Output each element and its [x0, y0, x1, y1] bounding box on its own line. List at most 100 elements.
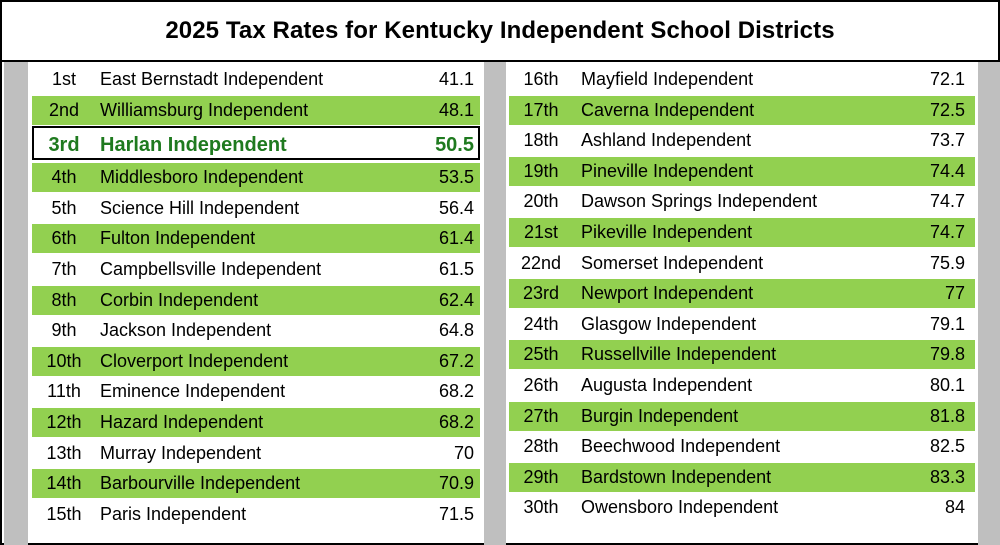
tax-rate-cell: 61.5 — [438, 258, 474, 279]
district-name-cell: Jackson Independent — [100, 320, 272, 341]
district-name-cell: Ashland Independent — [581, 130, 752, 151]
district-name-cell: Augusta Independent — [581, 374, 753, 395]
rank-cell: 16th — [523, 69, 559, 89]
rank-cell: 7th — [51, 258, 77, 279]
tax-rate-cell: 50.5 — [435, 134, 474, 157]
district-name-cell: Hazard Independent — [100, 411, 264, 432]
tax-rate-cell: 83.3 — [929, 466, 965, 487]
right-gutter — [978, 62, 1000, 545]
tax-rate-cell: 64.8 — [438, 320, 474, 341]
table-row: 2nd Williamsburg Independent 48.1 — [32, 95, 480, 125]
table-row: 15th Paris Independent 71.5 — [32, 500, 480, 529]
tax-rate-cell: 70 — [453, 442, 474, 463]
district-name-cell: Burgin Independent — [581, 405, 739, 426]
table-row: 30th Owensboro Independent 84 — [509, 493, 975, 522]
table-row: 16th Mayfield Independent 72.1 — [509, 65, 975, 94]
table-row: 21st Pikeville Independent 74.7 — [509, 217, 975, 247]
tax-rate-cell: 77 — [944, 283, 965, 304]
district-name-cell: Somerset Independent — [581, 252, 764, 273]
district-name-cell: Campbellsville Independent — [100, 258, 322, 279]
table-row: 20th Dawson Springs Independent 74.7 — [509, 187, 975, 216]
table-row: 9th Jackson Independent 64.8 — [32, 316, 480, 345]
rank-cell: 24th — [523, 313, 559, 334]
table-row: 27th Burgin Independent 81.8 — [509, 401, 975, 431]
district-name-cell: Mayfield Independent — [581, 69, 754, 89]
table-row: 17th Caverna Independent 72.5 — [509, 95, 975, 125]
tax-rate-cell: 71.5 — [438, 503, 474, 524]
table-row: 7th Campbellsville Independent 61.5 — [32, 255, 480, 284]
district-name-cell: Bardstown Independent — [581, 466, 772, 487]
rank-cell: 15th — [46, 503, 82, 524]
rank-cell: 26th — [523, 374, 559, 395]
table-row: 24th Glasgow Independent 79.1 — [509, 310, 975, 339]
rank-cell: 19th — [523, 160, 559, 181]
table-row: 13th Murray Independent 70 — [32, 439, 480, 468]
table-row: 22nd Somerset Independent 75.9 — [509, 249, 975, 278]
rank-cell: 9th — [51, 320, 77, 341]
table-row: 14th Barbourville Independent 70.9 — [32, 469, 480, 499]
district-name-cell: East Bernstadt Independent — [100, 69, 324, 89]
tax-rate-cell: 74.4 — [929, 160, 965, 181]
district-name-cell: Paris Independent — [100, 503, 247, 524]
tax-rate-cell: 72.1 — [929, 69, 965, 89]
district-name-cell: Pikeville Independent — [581, 221, 753, 242]
table-row: 3rd Harlan Independent 50.5 — [32, 126, 480, 161]
rank-cell: 23rd — [522, 283, 560, 304]
table-row: 19th Pineville Independent 74.4 — [509, 156, 975, 186]
rank-cell: 20th — [523, 191, 559, 212]
district-name-cell: Barbourville Independent — [100, 473, 301, 494]
tax-rate-cell: 53.5 — [438, 167, 474, 188]
rank-cell: 2nd — [48, 99, 80, 120]
rank-cell: 10th — [46, 350, 82, 371]
tax-rate-cell: 62.4 — [438, 289, 474, 310]
district-name-cell: Glasgow Independent — [581, 313, 757, 334]
district-name-cell: Beechwood Independent — [581, 436, 781, 457]
district-name-cell: Dawson Springs Independent — [581, 191, 818, 212]
rank-cell: 22nd — [520, 252, 562, 273]
rank-cell: 8th — [51, 289, 77, 310]
district-name-cell: Newport Independent — [581, 283, 754, 304]
rank-cell: 12th — [46, 411, 82, 432]
district-name-cell: Science Hill Independent — [100, 197, 300, 218]
rank-cell: 27th — [523, 405, 559, 426]
rank-cell: 29th — [523, 466, 559, 487]
tax-rate-cell: 79.8 — [929, 344, 965, 365]
tax-rate-cell: 48.1 — [438, 99, 474, 120]
district-name-cell: Owensboro Independent — [581, 497, 779, 518]
rank-cell: 4th — [51, 167, 77, 188]
tax-rate-cell: 74.7 — [929, 191, 965, 212]
district-name-cell: Williamsburg Independent — [100, 99, 309, 120]
district-name-cell: Cloverport Independent — [100, 350, 289, 371]
tax-rate-cell: 41.1 — [438, 69, 474, 89]
right-column: 16th Mayfield Independent 72.1 17th Caverna … — [509, 65, 975, 524]
tax-rate-cell: 81.8 — [929, 405, 965, 426]
tax-rate-cell: 56.4 — [438, 197, 474, 218]
rank-cell: 5th — [51, 197, 77, 218]
tax-rate-cell: 68.2 — [438, 411, 474, 432]
table-row: 8th Corbin Independent 62.4 — [32, 285, 480, 315]
rank-cell: 25th — [523, 344, 559, 365]
district-name-cell: Russellville Independent — [581, 344, 777, 365]
tax-rate-cell: 73.7 — [929, 130, 965, 151]
table-row: 29th Bardstown Independent 83.3 — [509, 462, 975, 492]
tax-rate-cell: 67.2 — [438, 350, 474, 371]
table-row: 28th Beechwood Independent 82.5 — [509, 432, 975, 461]
table-row: 4th Middlesboro Independent 53.5 — [32, 163, 480, 193]
table-row: 12th Hazard Independent 68.2 — [32, 407, 480, 437]
table-row: 11th Eminence Independent 68.2 — [32, 377, 480, 406]
district-name-cell: Pineville Independent — [581, 160, 754, 181]
rank-cell: 1st — [51, 69, 76, 89]
table-row: 6th Fulton Independent 61.4 — [32, 224, 480, 254]
rank-cell: 18th — [523, 130, 559, 151]
tax-rate-cell: 74.7 — [929, 221, 965, 242]
district-name-cell: Murray Independent — [100, 442, 262, 463]
district-name-cell: Middlesboro Independent — [100, 167, 304, 188]
district-name-cell: Caverna Independent — [581, 99, 755, 120]
left-column: 1st East Bernstadt Independent 41.1 2nd Will… — [32, 65, 480, 530]
district-name-cell: Harlan Independent — [100, 134, 287, 157]
rank-cell: 11th — [47, 381, 81, 402]
rank-cell: 30th — [523, 497, 559, 518]
rank-cell: 3rd — [48, 134, 80, 157]
left-gutter — [4, 62, 28, 545]
table-row: 25th Russellville Independent 79.8 — [509, 340, 975, 370]
